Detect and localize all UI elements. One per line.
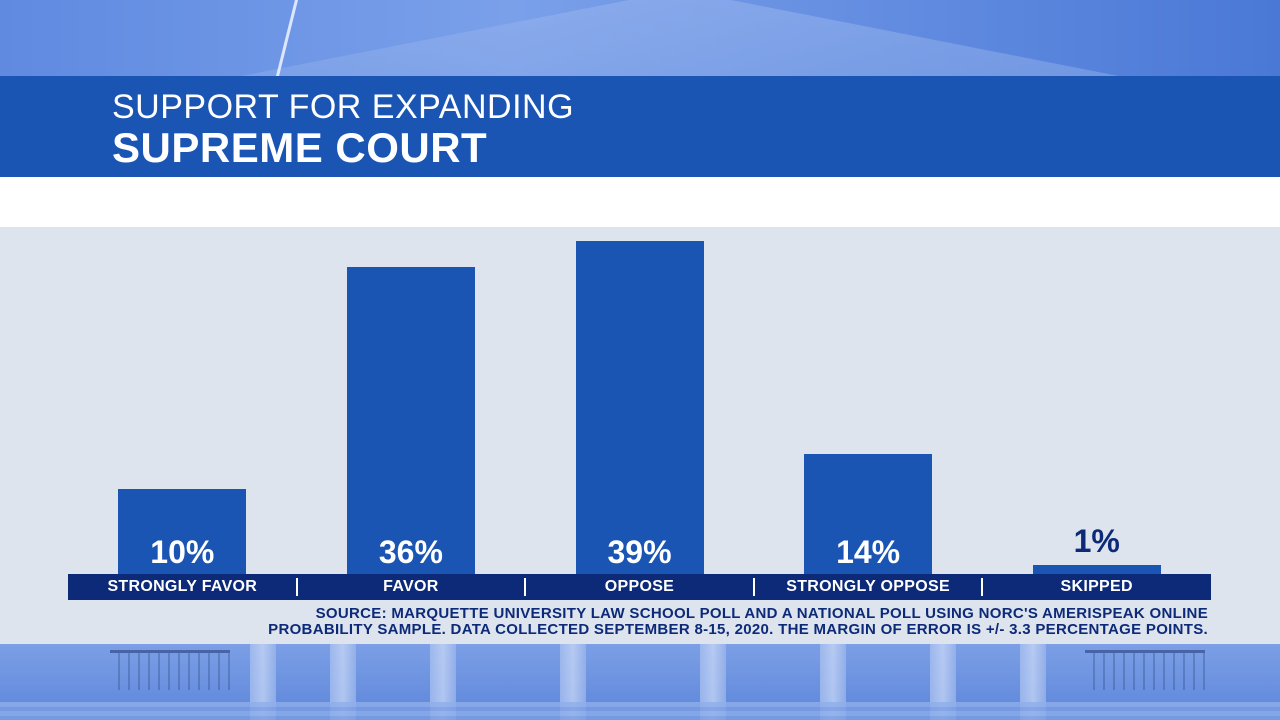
background-court-pediment [0, 0, 1280, 76]
railing-right [1085, 650, 1205, 690]
background-court-columns [0, 644, 1280, 720]
title-line-2: SUPREME COURT [112, 124, 488, 171]
source-note: SOURCE: MARQUETTE UNIVERSITY LAW SCHOOL … [88, 606, 1208, 638]
steps [0, 702, 1280, 720]
railing-left [110, 650, 230, 690]
chart-panel [0, 227, 1280, 644]
white-divider-strip [0, 177, 1280, 227]
source-line-1: SOURCE: MARQUETTE UNIVERSITY LAW SCHOOL … [315, 605, 1208, 622]
source-line-2: PROBABILITY SAMPLE. DATA COLLECTED SEPTE… [268, 621, 1208, 638]
pediment-shape [170, 0, 1190, 76]
title-line-1: SUPPORT FOR EXPANDING [112, 88, 575, 126]
accent-slash [272, 0, 301, 76]
title-banner [0, 76, 1280, 177]
